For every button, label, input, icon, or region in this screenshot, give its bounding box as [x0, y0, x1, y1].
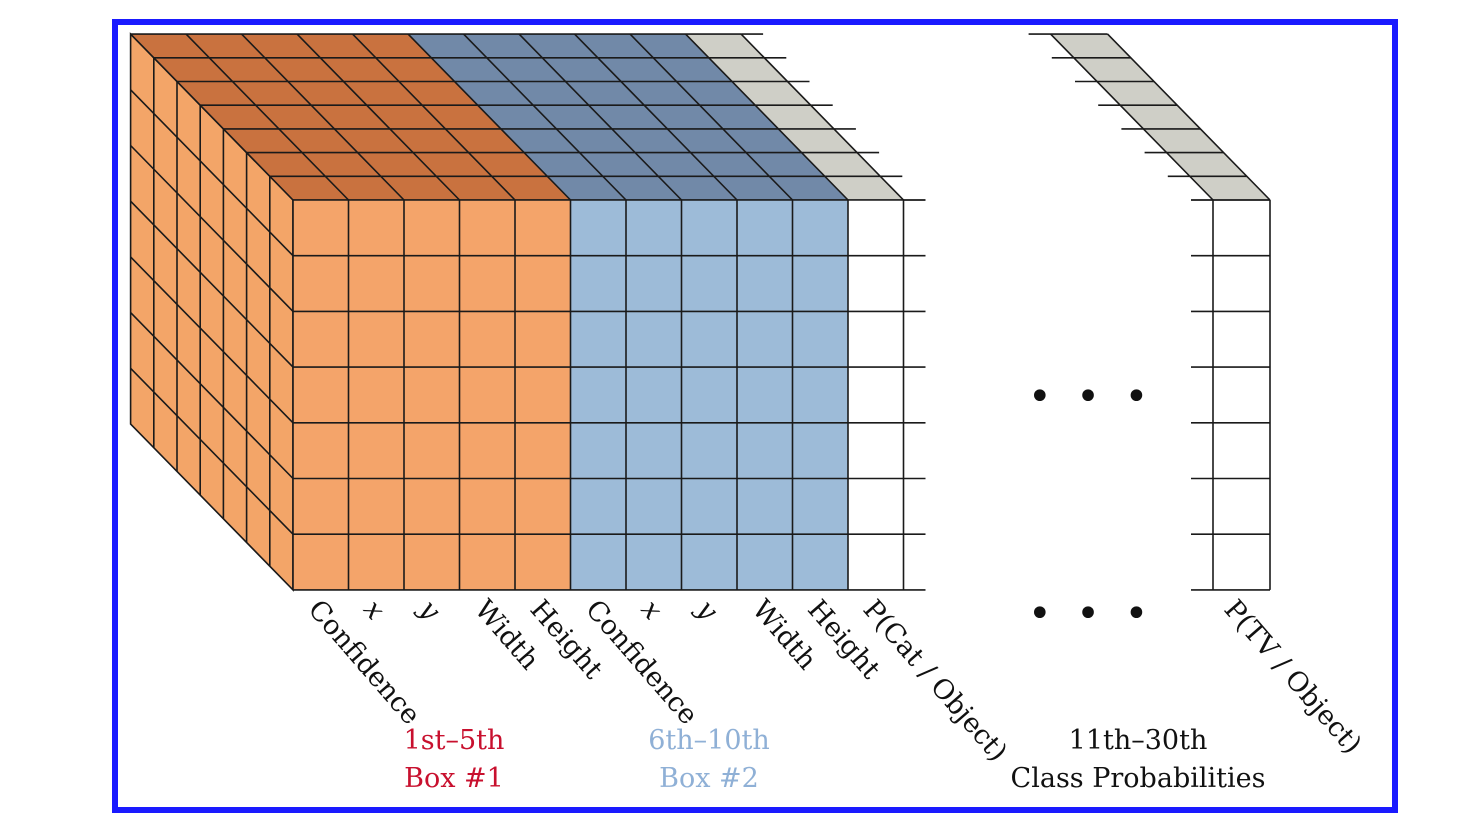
channel-label-7: x — [635, 594, 668, 626]
channel-label-2: x — [357, 594, 390, 626]
top-grid-line — [352, 33, 516, 201]
channel-label-11: P(Cat / Object) — [857, 594, 1013, 767]
class-front-face — [848, 200, 904, 590]
box2-front-face — [570, 200, 848, 590]
box1-caption-title: Box #1 — [404, 763, 504, 794]
side-grid-line — [130, 367, 294, 535]
top-grid-line — [629, 33, 794, 201]
top-grid-line — [407, 33, 572, 201]
channel-label-last: P(TV / Object) — [1218, 594, 1368, 760]
top-grid-line — [685, 33, 849, 201]
top-grid-line — [463, 33, 627, 201]
side-grid-line — [130, 200, 294, 368]
last-class-top-face — [1050, 34, 1270, 200]
box1-caption-range: 1st–5th — [404, 725, 505, 756]
side-grid-line — [130, 312, 294, 480]
box2-top-face — [408, 34, 848, 200]
last-class-front-face — [1213, 200, 1270, 590]
top-grid-line — [740, 33, 905, 201]
top-grid-line — [241, 33, 405, 201]
output-tensor-grid — [129, 32, 1271, 592]
class-caption-title: Class Probabilities — [1011, 763, 1266, 794]
ellipsis-labels: • • • — [1028, 591, 1154, 637]
top-grid-line — [296, 33, 461, 201]
last-top-grid-line — [1107, 33, 1271, 201]
box2-caption-title: Box #2 — [659, 763, 759, 794]
class-top-face — [685, 34, 904, 200]
class-caption-range: 11th–30th — [1069, 725, 1208, 756]
top-grid-line — [185, 33, 350, 201]
side-grid-line — [130, 144, 294, 312]
box1-front-face — [293, 200, 571, 590]
last-top-grid-line — [1050, 33, 1214, 201]
box1-top-face — [130, 34, 571, 200]
top-grid-line — [130, 33, 294, 201]
ellipsis-middle: • • • — [1028, 374, 1154, 420]
channel-label-8: y — [690, 593, 725, 626]
top-grid-line — [574, 33, 738, 201]
box2-caption-range: 6th–10th — [648, 725, 770, 756]
diagram-frame: Confidence x y Width Height Confidence x y Width… — [112, 19, 1398, 813]
channel-label-3: y — [412, 593, 447, 626]
side-grid-line — [130, 89, 294, 257]
side-grid-line — [130, 256, 294, 424]
top-grid-line — [518, 33, 683, 201]
